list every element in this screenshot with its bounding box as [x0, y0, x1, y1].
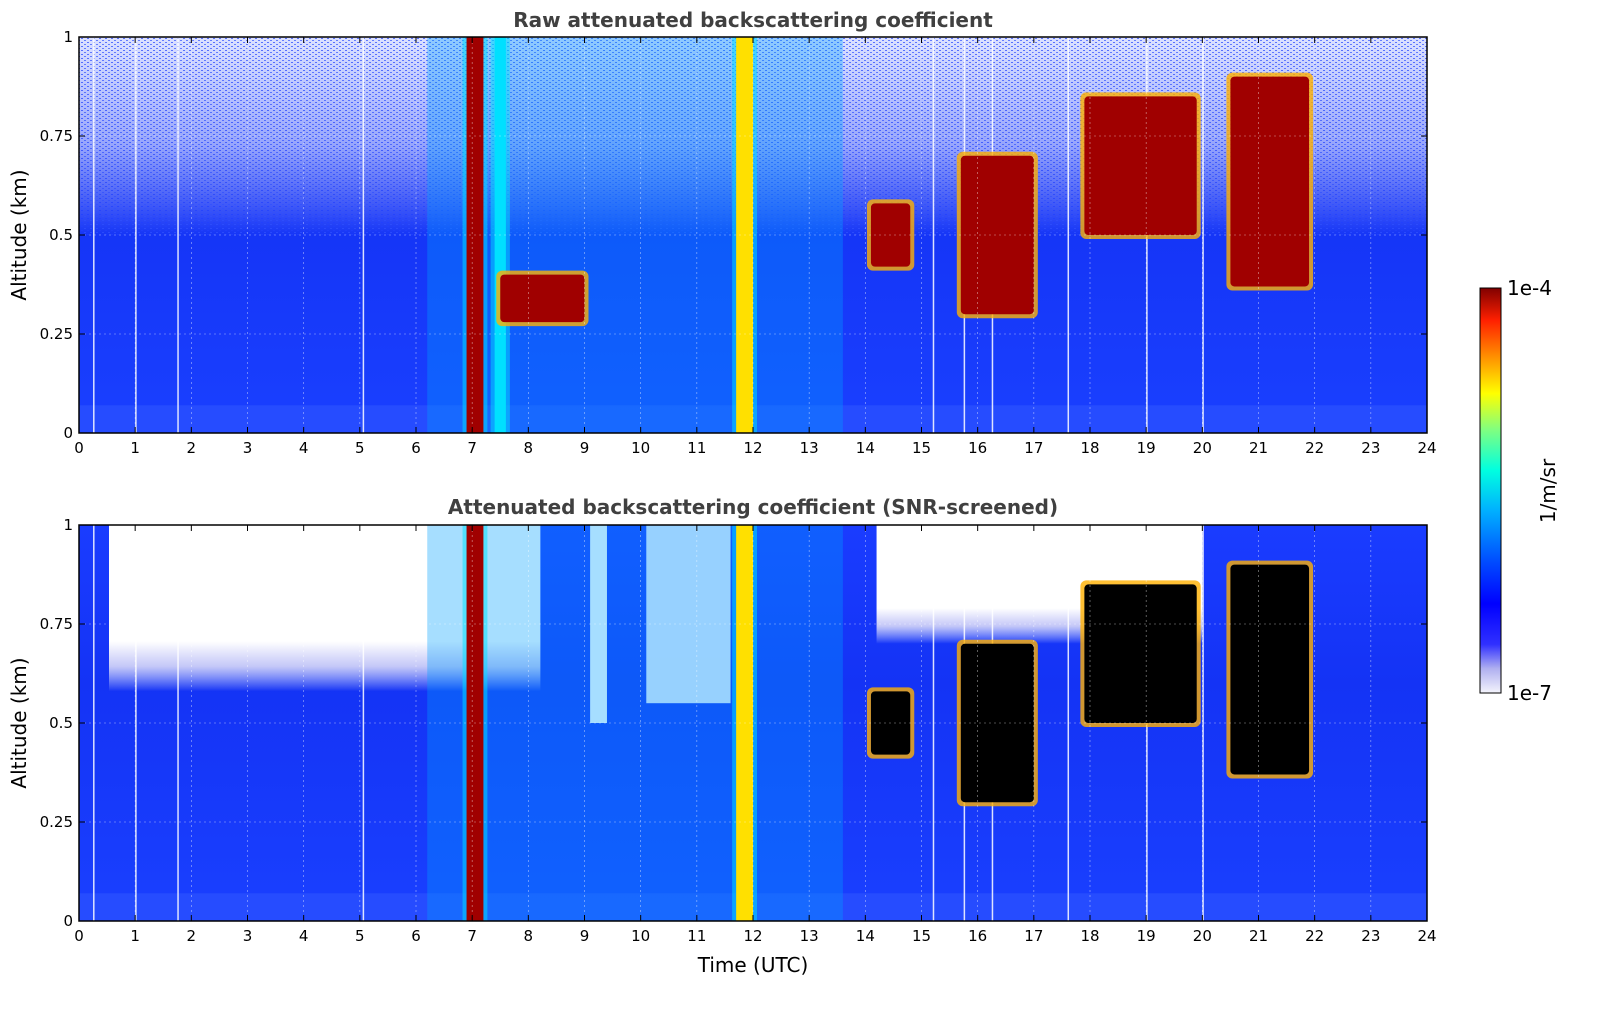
x-tick-label: 20 — [1193, 927, 1212, 945]
x-tick-label: 23 — [1361, 927, 1380, 945]
data-gap-line — [177, 37, 179, 433]
x-tick-label: 8 — [524, 439, 534, 457]
x-tick-label: 13 — [800, 439, 819, 457]
data-gap-line — [1067, 525, 1070, 921]
y-tick-label: 0.25 — [40, 325, 73, 343]
x-tick-label: 10 — [631, 927, 650, 945]
data-gap-line — [362, 525, 365, 921]
x-tick-label: 3 — [243, 927, 253, 945]
backscatter-feature — [960, 643, 1034, 803]
screened-gap — [590, 525, 607, 723]
panel-screened-xlabel: Time (UTC) — [697, 953, 809, 977]
gridlines — [79, 525, 1427, 921]
y-tick-label: 0 — [63, 912, 73, 930]
x-tick-label: 2 — [187, 439, 197, 457]
x-tick-label: 4 — [299, 927, 309, 945]
x-tick-label: 11 — [687, 439, 706, 457]
colorbar-unit-label: 1/m/sr — [1536, 458, 1560, 523]
colorbar: 1e-4 1e-7 1/m/sr — [1479, 276, 1560, 705]
x-tick-label: 5 — [355, 439, 365, 457]
backscatter-feature — [1084, 584, 1197, 723]
x-tick-label: 23 — [1361, 439, 1380, 457]
x-tick-label: 9 — [580, 927, 590, 945]
x-tick-label: 4 — [299, 439, 309, 457]
x-tick-label: 0 — [74, 439, 84, 457]
screened-gap — [646, 525, 731, 704]
x-tick-label: 24 — [1417, 927, 1436, 945]
x-tick-label: 3 — [243, 439, 253, 457]
data-gap-line — [362, 37, 365, 433]
colorbar-gradient — [1479, 287, 1502, 694]
x-tick-label: 22 — [1305, 439, 1324, 457]
x-tick-label: 22 — [1305, 927, 1324, 945]
y-tick-label: 0.75 — [40, 615, 73, 633]
x-tick-label: 14 — [856, 927, 875, 945]
x-tick-label: 0 — [74, 927, 84, 945]
backscatter-feature — [1230, 76, 1310, 287]
y-tick-label: 0.75 — [40, 127, 73, 145]
x-tick-label: 20 — [1193, 439, 1212, 457]
x-tick-label: 11 — [687, 927, 706, 945]
panel-screened-heatmap — [79, 525, 1427, 921]
x-tick-label: 7 — [467, 927, 477, 945]
x-tick-label: 15 — [912, 927, 931, 945]
panel-raw-heatmap — [79, 37, 1427, 433]
panel-screened-title: Attenuated backscattering coefficient (S… — [448, 495, 1058, 519]
data-gap-line — [1202, 525, 1204, 921]
backscatter-feature — [960, 155, 1034, 315]
x-tick-label: 1 — [130, 439, 140, 457]
colorbar-max-label: 1e-4 — [1507, 276, 1552, 300]
data-gap-line — [932, 525, 935, 921]
backscatter-feature — [1084, 96, 1197, 236]
y-tick-label: 1 — [63, 516, 73, 534]
x-tick-label: 5 — [355, 927, 365, 945]
x-tick-label: 24 — [1417, 439, 1436, 457]
x-tick-label: 15 — [912, 439, 931, 457]
x-tick-label: 17 — [1024, 927, 1043, 945]
x-tick-label: 6 — [411, 439, 421, 457]
x-tick-label: 18 — [1080, 439, 1099, 457]
x-tick-label: 8 — [524, 927, 534, 945]
x-tick-label: 6 — [411, 927, 421, 945]
x-tick-label: 9 — [580, 439, 590, 457]
data-gap-line — [1067, 37, 1070, 433]
data-gap-line — [93, 37, 95, 433]
data-gap-line — [1202, 37, 1204, 433]
x-tick-label: 18 — [1080, 927, 1099, 945]
y-tick-label: 0.5 — [49, 226, 73, 244]
y-tick-label: 0.25 — [40, 813, 73, 831]
panel-raw-title: Raw attenuated backscattering coefficien… — [513, 8, 993, 32]
data-gap-line — [932, 37, 935, 433]
x-tick-label: 17 — [1024, 439, 1043, 457]
backscatter-feature — [1230, 564, 1310, 775]
backscatter-feature — [500, 274, 585, 323]
x-tick-label: 16 — [968, 439, 987, 457]
x-tick-label: 10 — [631, 439, 650, 457]
panel-raw-ylabel: Altitude (km) — [7, 169, 31, 300]
panel-screened: Attenuated backscattering coefficient (S… — [7, 495, 1437, 977]
panel-screened-ylabel: Altitude (km) — [7, 657, 31, 788]
x-tick-label: 2 — [187, 927, 197, 945]
x-tick-label: 19 — [1137, 439, 1156, 457]
data-gap-line — [177, 525, 179, 921]
x-tick-label: 12 — [743, 927, 762, 945]
x-tick-label: 13 — [800, 927, 819, 945]
colorbar-min-label: 1e-7 — [1507, 681, 1552, 705]
x-tick-label: 1 — [130, 927, 140, 945]
data-gap-line — [93, 525, 95, 921]
x-tick-label: 16 — [968, 927, 987, 945]
y-tick-label: 0 — [63, 424, 73, 442]
x-tick-label: 21 — [1249, 927, 1268, 945]
x-tick-label: 19 — [1137, 927, 1156, 945]
x-tick-label: 7 — [467, 439, 477, 457]
x-tick-label: 21 — [1249, 439, 1268, 457]
x-tick-label: 14 — [856, 439, 875, 457]
x-tick-label: 12 — [743, 439, 762, 457]
gridlines — [79, 37, 1427, 433]
y-tick-label: 0.5 — [49, 714, 73, 732]
panel-raw: Raw attenuated backscattering coefficien… — [7, 8, 1437, 457]
y-tick-label: 1 — [63, 28, 73, 46]
